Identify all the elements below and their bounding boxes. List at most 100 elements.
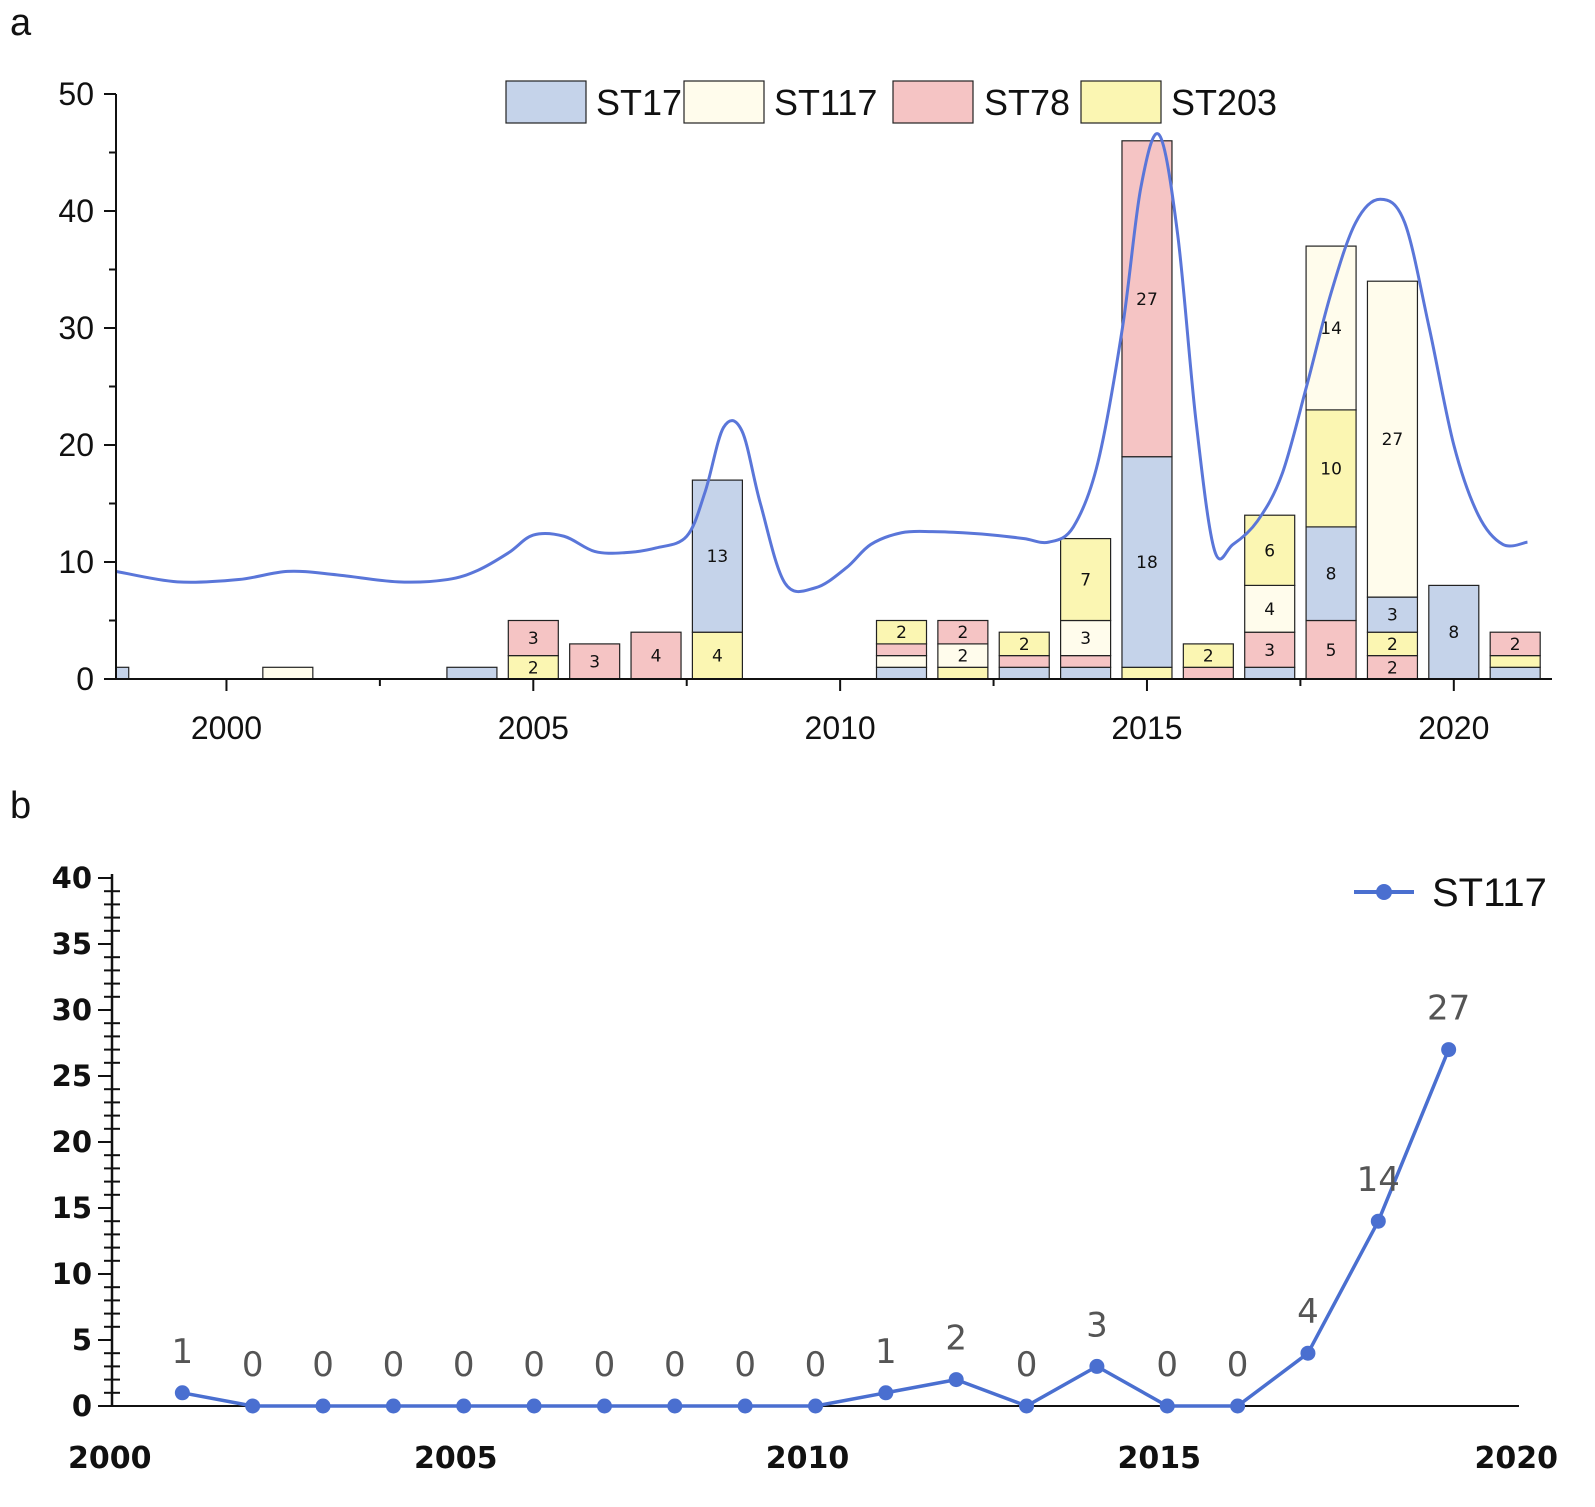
bar-segment-st78-2015 [1121, 140, 1173, 458]
bar-segment-st117-2014 [1060, 619, 1112, 657]
x-tick-label: 2015 [1118, 1441, 1202, 1476]
data-point-2017 [1300, 1345, 1316, 1361]
data-label-2005: 0 [453, 1345, 475, 1385]
y-tick-label: 30 [52, 993, 92, 1027]
x-tick-label: 2020 [1418, 710, 1489, 746]
y-tick-label: 10 [58, 544, 94, 580]
y-tick-label: 10 [52, 1257, 92, 1291]
x-tick-label: 2005 [498, 710, 569, 746]
data-point-2010 [808, 1398, 823, 1414]
legend-label-st203: ST203 [1171, 82, 1277, 123]
bar-label: 7 [1080, 571, 1091, 591]
bar-label: 3 [1080, 629, 1091, 649]
data-point-2007 [596, 1398, 612, 1414]
legend-marker [1376, 884, 1392, 900]
data-point-2019 [1441, 1042, 1457, 1058]
y-tick-label: 5 [72, 1323, 92, 1357]
data-label-2004: 0 [383, 1345, 405, 1385]
data-label-2001: 1 [172, 1332, 194, 1372]
x-tick-label: 2015 [1111, 710, 1182, 746]
data-point-2015 [1159, 1398, 1175, 1414]
x-tick-label: 2020 [1475, 1441, 1559, 1476]
bar-segment-st203-2008 [691, 631, 744, 680]
x-tick-label: 2000 [68, 1441, 152, 1476]
bar-label: 8 [1326, 565, 1337, 585]
bar-label: 6 [1264, 541, 1275, 561]
x-tick-label: 2005 [414, 1441, 498, 1476]
data-label-2009: 0 [734, 1345, 756, 1385]
data-point-2003 [315, 1398, 331, 1414]
bar-segment-st117-2019 [1366, 280, 1419, 598]
data-label-2014: 3 [1086, 1305, 1108, 1345]
data-label-2016: 0 [1227, 1345, 1249, 1385]
bar-segment-st203-2018 [1305, 409, 1357, 528]
trend-line [115, 132, 1528, 594]
data-label-2018: 14 [1357, 1160, 1400, 1200]
data-label-2015: 0 [1156, 1345, 1178, 1385]
bar-segment-st78-2017 [1244, 631, 1296, 668]
data-point-2002 [245, 1398, 261, 1414]
y-tick-label: 40 [58, 193, 94, 229]
bar-label: 27 [1382, 430, 1404, 450]
y-tick-label: 50 [58, 76, 94, 112]
bar-segment-st78-2021 [1489, 631, 1541, 657]
y-tick-label: 15 [52, 1191, 92, 1225]
bar-segment-st203-2014 [1060, 537, 1112, 622]
y-tick-label: 20 [58, 427, 94, 463]
panel-b-letter: b [10, 785, 32, 827]
data-label-2007: 0 [594, 1345, 616, 1385]
bar-segment-st203-2013 [998, 631, 1050, 657]
data-label-2013: 0 [1016, 1345, 1038, 1385]
data-label-2010: 0 [805, 1345, 827, 1385]
data-point-2006 [526, 1398, 542, 1414]
x-tick-label: 2010 [766, 1441, 850, 1476]
bar-label: 2 [528, 658, 539, 678]
legend-label-st17: ST17 [596, 82, 682, 123]
bar-label: 2 [896, 623, 907, 643]
bar-segment-st203-2016 [1182, 643, 1234, 668]
data-point-2011 [878, 1385, 894, 1401]
data-point-2016 [1230, 1398, 1246, 1414]
y-tick-label: 40 [52, 861, 92, 895]
data-point-2018 [1370, 1213, 1386, 1229]
bar-label: 2 [1203, 647, 1214, 667]
bar-segment-st78-2007 [630, 631, 682, 680]
x-tick-label: 2010 [805, 710, 876, 746]
data-label-2012: 2 [945, 1319, 967, 1359]
bar-label: 13 [707, 547, 729, 567]
bar-label: 14 [1320, 319, 1342, 339]
legend-label-st117: ST117 [1432, 871, 1547, 915]
panel-a-letter: a [10, 2, 32, 44]
bar-label: 2 [1387, 658, 1398, 678]
legend-swatch-st17 [505, 80, 587, 124]
bar-segment-st78-2005 [507, 619, 559, 657]
legend-label-st78: ST78 [984, 82, 1070, 123]
data-point-2001 [174, 1385, 190, 1401]
data-point-2012 [948, 1372, 964, 1388]
bar-label: 2 [1387, 635, 1398, 655]
y-tick-label: 20 [52, 1125, 92, 1159]
legend-label-st117: ST117 [774, 82, 877, 123]
bar-label: 3 [1387, 606, 1398, 626]
bar-segment-st78-2006 [569, 643, 621, 680]
data-point-2009 [737, 1398, 753, 1414]
bar-segment-st117-2018 [1305, 245, 1357, 411]
data-point-2013 [1019, 1398, 1035, 1414]
bar-label: 3 [589, 652, 600, 672]
data-label-2002: 0 [242, 1345, 264, 1385]
y-tick-label: 0 [72, 1389, 92, 1423]
bar-segment-st203-2011 [875, 619, 928, 645]
bar-label: 4 [1264, 600, 1275, 620]
legend-swatch-st117 [683, 80, 765, 124]
data-label-2019: 27 [1427, 989, 1470, 1029]
bar-label: 27 [1136, 290, 1158, 310]
data-label-2006: 0 [523, 1345, 545, 1385]
bar-segment-st17-2015 [1121, 456, 1173, 668]
bar-label: 2 [957, 647, 968, 667]
y-tick-label: 35 [52, 927, 92, 961]
legend: ST117 [1354, 871, 1547, 915]
legend-swatch-st203 [1080, 80, 1162, 124]
bar-segment-st17-2018 [1305, 526, 1357, 622]
bar-segment-st117-2017 [1244, 584, 1296, 633]
bar-label: 3 [1264, 641, 1275, 661]
